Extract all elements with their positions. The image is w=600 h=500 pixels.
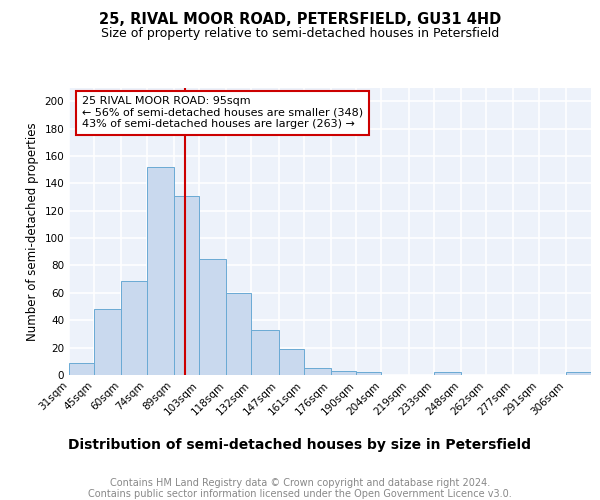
Bar — [278, 349, 304, 375]
Bar — [356, 372, 382, 375]
Bar — [121, 280, 146, 375]
Bar — [69, 362, 94, 375]
Text: Contains HM Land Registry data © Crown copyright and database right 2024.: Contains HM Land Registry data © Crown c… — [110, 478, 490, 488]
Text: Size of property relative to semi-detached houses in Petersfield: Size of property relative to semi-detach… — [101, 28, 499, 40]
Text: Contains public sector information licensed under the Open Government Licence v3: Contains public sector information licen… — [88, 489, 512, 499]
Bar — [94, 310, 121, 375]
Bar — [226, 293, 251, 375]
Bar — [304, 368, 331, 375]
Bar — [199, 258, 226, 375]
Text: Distribution of semi-detached houses by size in Petersfield: Distribution of semi-detached houses by … — [68, 438, 532, 452]
Text: 25, RIVAL MOOR ROAD, PETERSFIELD, GU31 4HD: 25, RIVAL MOOR ROAD, PETERSFIELD, GU31 4… — [99, 12, 501, 28]
Bar — [251, 330, 278, 375]
Y-axis label: Number of semi-detached properties: Number of semi-detached properties — [26, 122, 39, 340]
Bar — [146, 167, 174, 375]
Bar — [434, 372, 461, 375]
Bar — [331, 371, 356, 375]
Text: 25 RIVAL MOOR ROAD: 95sqm
← 56% of semi-detached houses are smaller (348)
43% of: 25 RIVAL MOOR ROAD: 95sqm ← 56% of semi-… — [82, 96, 363, 130]
Bar — [174, 196, 199, 375]
Bar — [566, 372, 591, 375]
